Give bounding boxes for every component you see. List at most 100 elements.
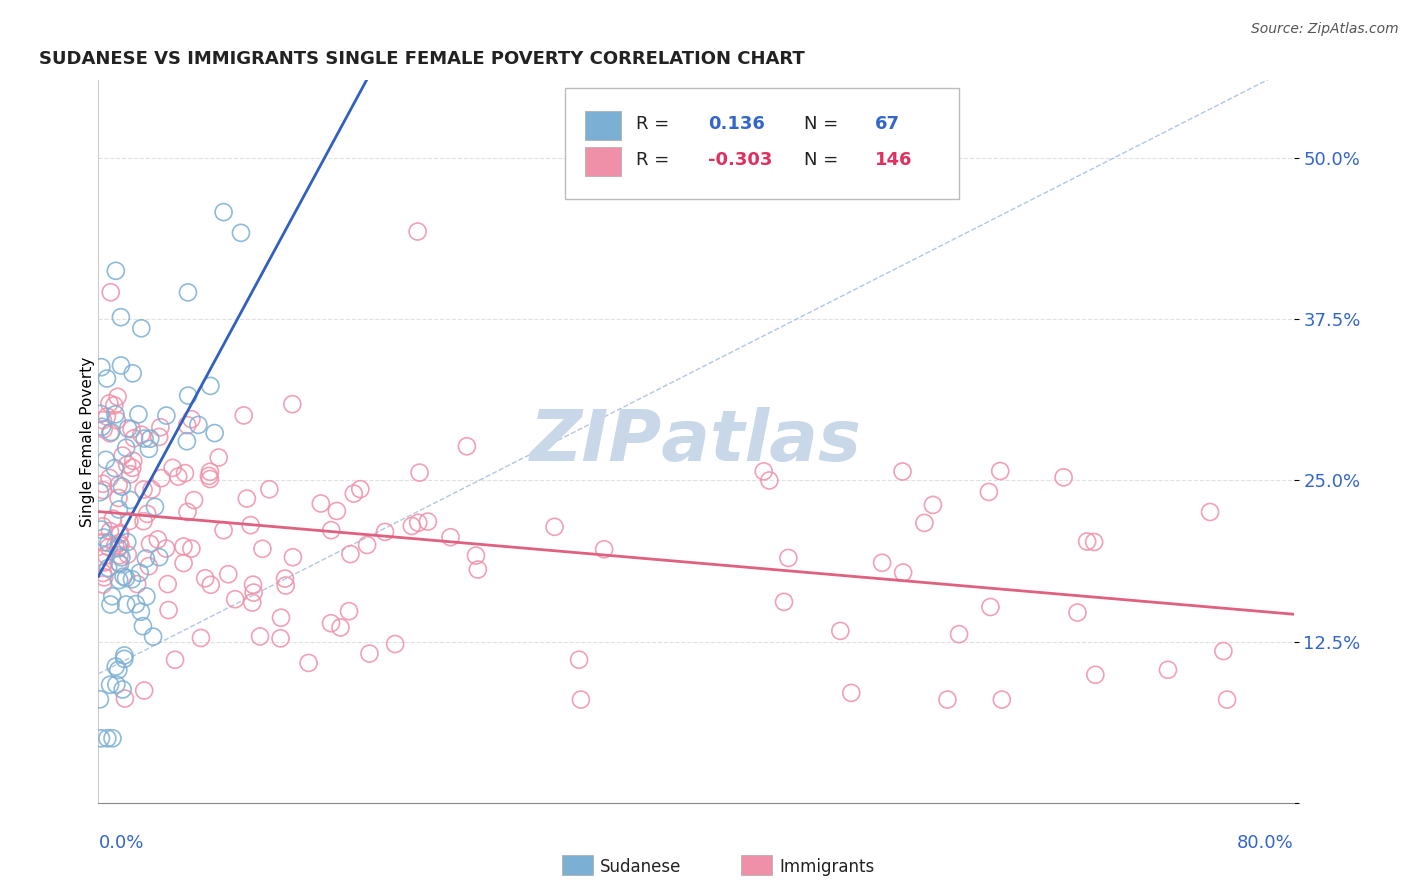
- Point: [114, 691, 136, 706]
- Point: [177, 285, 200, 300]
- Point: [98, 426, 121, 441]
- Point: [356, 538, 378, 552]
- Point: [110, 310, 132, 325]
- Point: [568, 653, 591, 667]
- Point: [93, 422, 115, 436]
- Point: [108, 527, 131, 541]
- Point: [979, 599, 1001, 614]
- Point: [141, 483, 163, 497]
- Point: [104, 264, 127, 278]
- Point: [128, 566, 150, 580]
- Point: [139, 432, 162, 446]
- Point: [1199, 505, 1222, 519]
- Point: [270, 610, 292, 624]
- Point: [101, 511, 124, 525]
- Text: -0.303: -0.303: [709, 151, 772, 169]
- Y-axis label: Single Female Poverty: Single Female Poverty: [80, 357, 94, 526]
- Point: [948, 627, 970, 641]
- Point: [138, 559, 160, 574]
- Point: [134, 683, 156, 698]
- Point: [176, 434, 198, 449]
- Point: [401, 519, 423, 533]
- Point: [108, 526, 131, 541]
- Point: [131, 427, 153, 442]
- Point: [406, 516, 429, 530]
- Point: [101, 731, 124, 746]
- Text: 80.0%: 80.0%: [1237, 834, 1294, 852]
- Point: [104, 539, 127, 553]
- Point: [298, 656, 321, 670]
- Point: [165, 653, 187, 667]
- Point: [112, 652, 135, 666]
- Point: [1084, 667, 1107, 681]
- Point: [107, 663, 129, 677]
- Point: [94, 453, 117, 467]
- Point: [115, 571, 138, 585]
- Point: [922, 498, 945, 512]
- Point: [912, 516, 935, 530]
- Point: [93, 556, 115, 570]
- Point: [96, 409, 118, 424]
- Point: [891, 465, 914, 479]
- Point: [773, 595, 796, 609]
- Point: [174, 466, 197, 480]
- Point: [232, 409, 254, 423]
- Point: [252, 541, 274, 556]
- Point: [465, 549, 488, 563]
- Point: [148, 430, 170, 444]
- Point: [198, 469, 221, 483]
- Point: [870, 556, 893, 570]
- Point: [93, 531, 115, 545]
- Point: [127, 577, 149, 591]
- Point: [101, 589, 124, 603]
- Point: [91, 413, 114, 427]
- Point: [569, 692, 592, 706]
- Point: [135, 590, 157, 604]
- Point: [281, 397, 304, 411]
- Point: [326, 504, 349, 518]
- Point: [155, 409, 177, 423]
- Point: [190, 631, 212, 645]
- Point: [115, 458, 138, 472]
- Point: [830, 624, 852, 638]
- Point: [98, 678, 121, 692]
- Point: [148, 550, 170, 565]
- Point: [139, 537, 162, 551]
- Point: [242, 577, 264, 591]
- Point: [143, 500, 166, 514]
- Point: [90, 731, 112, 746]
- Point: [138, 442, 160, 456]
- Point: [121, 460, 143, 475]
- Point: [120, 467, 142, 482]
- Point: [90, 360, 112, 375]
- Text: 67: 67: [876, 115, 900, 133]
- Point: [103, 398, 125, 412]
- Point: [593, 542, 616, 557]
- Point: [359, 647, 381, 661]
- Point: [270, 632, 292, 646]
- Text: N =: N =: [804, 115, 844, 133]
- Point: [240, 596, 263, 610]
- Point: [100, 598, 122, 612]
- Point: [194, 571, 217, 585]
- Point: [142, 630, 165, 644]
- Point: [91, 476, 114, 491]
- Point: [112, 648, 135, 663]
- Point: [104, 461, 127, 475]
- Point: [988, 464, 1011, 478]
- Point: [337, 604, 360, 618]
- Point: [180, 541, 202, 556]
- Point: [408, 466, 430, 480]
- Text: 0.0%: 0.0%: [98, 834, 143, 852]
- Point: [281, 550, 304, 565]
- Text: Sudanese: Sudanese: [600, 858, 682, 876]
- Point: [150, 471, 173, 485]
- Point: [236, 491, 259, 506]
- Point: [91, 483, 114, 497]
- Text: R =: R =: [637, 151, 675, 169]
- Text: N =: N =: [804, 151, 844, 169]
- Point: [97, 561, 120, 575]
- Point: [456, 439, 478, 453]
- Point: [155, 541, 177, 556]
- Point: [132, 483, 155, 497]
